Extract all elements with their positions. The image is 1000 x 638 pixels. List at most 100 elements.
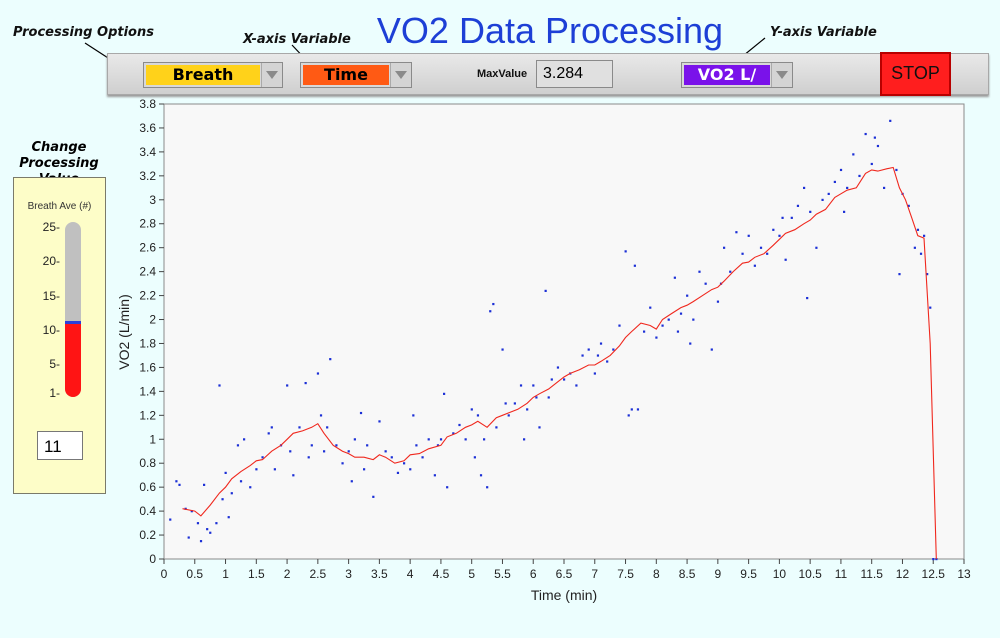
y-tick-label: 3.8 [139,97,156,111]
y-variable-value: VO2 L/ [684,65,770,85]
data-point [926,273,929,276]
breath-ave-numeric[interactable]: 11 [37,431,83,460]
data-point [876,144,880,148]
data-point [643,330,646,333]
y-tick-label: 3.4 [139,145,156,159]
processing-option-dropdown[interactable]: Breath [143,62,283,88]
data-point [458,423,461,427]
data-point [596,354,600,357]
tank-scale-tick: 15- [42,289,60,303]
chevron-down-icon [395,71,407,79]
data-point [633,264,636,267]
data-point [384,450,387,453]
x-tick-label: 9 [715,567,722,581]
x-variable-dropdown-arrow[interactable] [390,63,411,87]
breath-ave-label: Breath Ave (#) [27,201,92,212]
data-point [403,462,406,465]
data-point [563,378,566,381]
data-point [501,348,504,351]
x-variable-dropdown[interactable]: Time [300,62,412,88]
data-point [741,252,744,255]
data-point [864,132,867,136]
data-point [304,381,307,385]
chart-axes: 0 0.5 1 1.5 2 2.5 3 3.5 4 4.5 5 5.5 6 6.5 7 7.5 8 8.5 9 9.5… [139,97,971,581]
data-point [821,198,824,201]
data-point [716,300,720,303]
data-point [575,384,578,387]
y-tick-label: 2.2 [139,289,156,303]
data-point [310,444,313,447]
data-point [790,216,793,219]
y-variable-dropdown[interactable]: VO2 L/ [681,62,793,88]
data-point [784,258,787,261]
x-tick-label: 8 [653,567,660,581]
data-point [218,384,221,387]
data-point [236,444,240,447]
data-point [326,426,329,429]
y-tick-label: 2.6 [139,241,156,255]
data-point [319,414,323,417]
data-point [766,252,769,255]
data-point [547,396,550,399]
stop-button[interactable]: STOP [880,52,951,96]
data-point [809,210,812,213]
data-point [526,408,529,411]
data-point [535,396,538,399]
data-point [372,495,375,498]
y-axis-variable-label: Y-axis Variable [770,25,877,40]
data-point [895,168,898,172]
data-point [843,210,846,213]
data-point [255,468,258,471]
data-point [630,408,633,411]
data-point [270,426,273,429]
data-point [341,462,344,465]
data-point [759,246,763,249]
y-tick-label: 0 [149,552,156,566]
breath-ave-tank[interactable] [65,222,81,397]
data-point [292,474,295,477]
data-point [347,450,350,453]
vo2-chart: 0 0.5 1 1.5 2 2.5 3 3.5 4 4.5 5 5.5 6 6.5 7 7.5 8 8.5 9 9.5… [116,97,971,603]
data-point [363,468,366,471]
data-point [827,192,830,196]
data-point [679,312,683,315]
data-point [436,444,440,447]
y-tick-label: 0.8 [139,456,156,470]
data-point [704,282,707,285]
data-point [190,510,193,513]
y-tick-label: 1.2 [139,408,156,422]
processing-option-dropdown-arrow[interactable] [261,63,282,87]
y-tick-label: 3.6 [139,121,156,135]
data-point [289,450,292,453]
x-tick-label: 9.5 [740,567,757,581]
processing-value-panel: Breath Ave (#) 25- 20- 15- 10- 5- 1- 11 [13,177,106,494]
data-point [353,438,356,441]
data-point [781,216,784,219]
x-tick-label: 4.5 [433,567,450,581]
data-point [495,426,498,429]
data-point [489,310,492,313]
y-tick-label: 1.8 [139,336,156,350]
data-point [587,348,590,351]
data-point [686,294,689,297]
y-tick-label: 2 [149,313,156,327]
data-point [806,296,809,300]
x-tick-label: 5.5 [494,567,511,581]
data-point [199,540,203,543]
x-tick-label: 8.5 [679,567,696,581]
data-point [329,358,332,361]
data-point [261,456,264,459]
x-tick-label: 0 [161,567,168,581]
data-point [692,318,695,321]
data-point [230,492,233,495]
x-tick-label: 1 [222,567,229,581]
y-tick-label: 0.2 [139,528,156,542]
data-point [446,486,449,489]
x-tick-label: 7.5 [617,567,634,581]
y-variable-dropdown-arrow[interactable] [771,63,792,87]
data-point [396,471,400,474]
data-point [187,536,190,539]
data-point [267,432,270,435]
x-tick-label: 12.5 [922,567,946,581]
data-point [249,486,252,489]
